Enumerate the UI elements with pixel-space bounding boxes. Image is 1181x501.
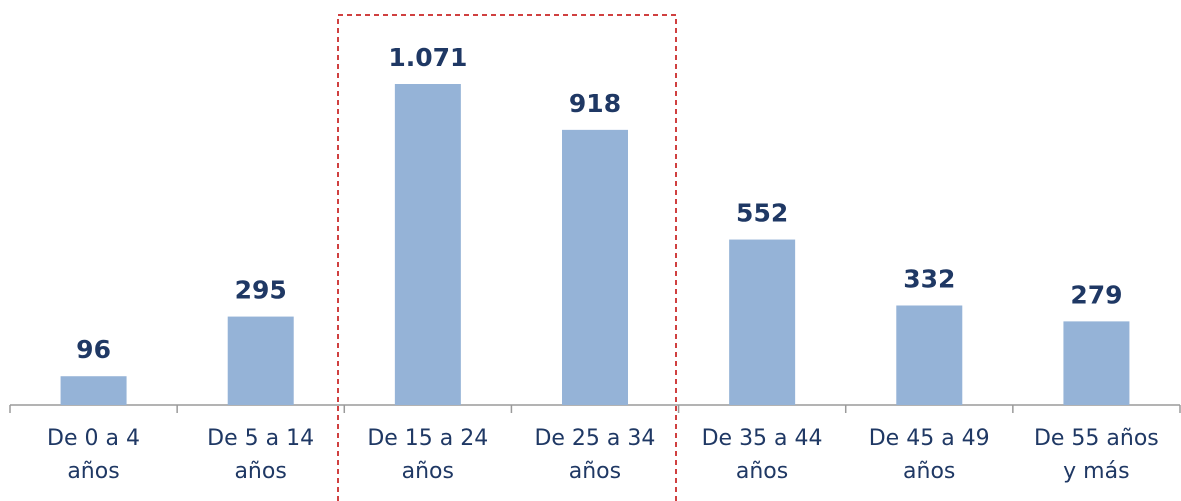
value-label: 295 [235,276,287,305]
value-label: 96 [76,335,111,364]
bar [1063,321,1130,405]
x-tick-label: De 25 a 34 años [534,426,656,484]
bar [562,129,628,405]
value-label: 918 [569,89,621,118]
bar [227,316,294,405]
value-label: 332 [903,264,955,293]
x-tick-label: De 45 a 49 años [868,426,990,484]
value-label: 552 [736,199,788,228]
bar [60,376,127,405]
x-tick-label: De 35 a 44 años [701,426,823,484]
value-label: 279 [1070,280,1122,309]
bar [896,305,963,405]
x-tick-label: De 0 a 4 años [47,426,140,484]
bar [394,84,461,405]
x-tick-label: De 15 a 24 años [367,426,489,484]
x-tick-label: De 55 años y más [1033,426,1159,484]
x-tick-label: De 5 a 14 años [207,426,315,484]
bar [729,239,796,405]
value-label: 1.071 [388,43,467,72]
